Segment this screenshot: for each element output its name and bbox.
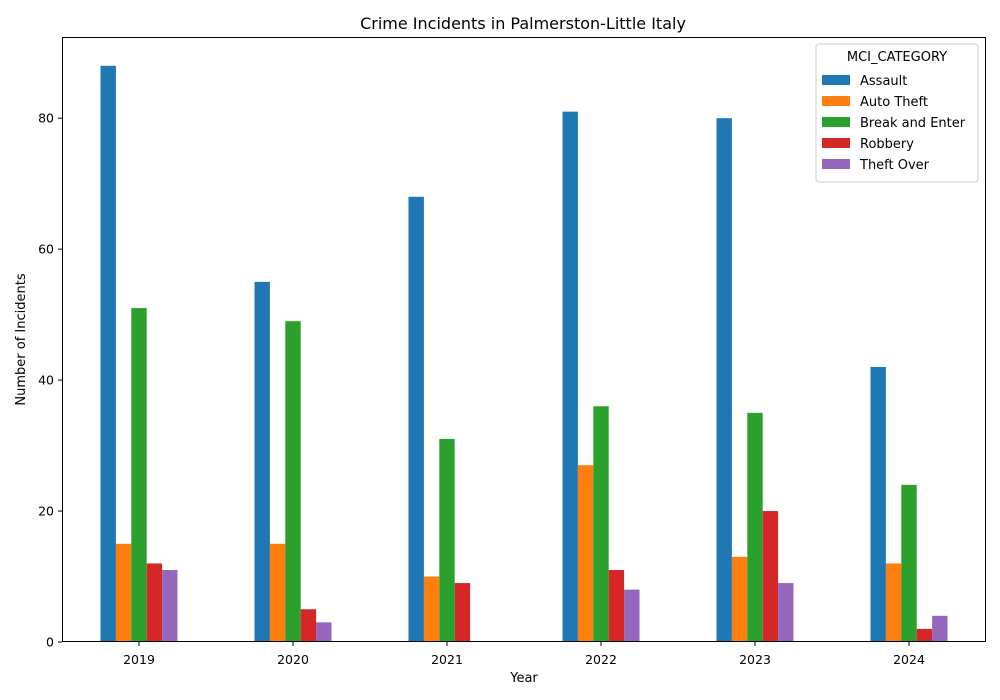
y-axis-label: Number of Incidents [14,273,29,405]
legend: MCI_CATEGORY Assault Auto Theft Break and … [815,43,979,183]
legend-items: Assault Auto Theft Break and Enter Robbery T… [822,74,966,173]
bar-theft-over-2020 [316,622,332,642]
bar-assault-2020 [254,281,270,642]
bar-break-and-enter-2023 [747,412,763,642]
x-tick-label: 2023 [739,652,771,667]
legend-swatch [822,117,850,127]
x-axis-ticks: 2019 2020 2021 2022 2023 2024 [123,642,925,667]
y-tick-label: 40 [38,373,54,388]
legend-label: Robbery [860,137,914,152]
legend-label: Assault [860,74,907,89]
bar-robbery-2024 [916,628,933,642]
bar-break-and-enter-2020 [285,321,301,642]
legend-label: Auto Theft [860,95,928,110]
y-tick-label: 0 [46,635,54,650]
x-tick-label: 2020 [277,652,309,667]
bar-break-and-enter-2021 [439,439,455,642]
bar-assault-2023 [716,118,732,642]
bar-assault-2022 [562,111,578,642]
legend-swatch [822,159,850,169]
bars [100,65,948,642]
y-axis-ticks: 0 20 40 60 80 [38,111,62,650]
bar-theft-over-2019 [162,569,178,642]
bar-auto-theft-2019 [115,543,132,642]
legend-label: Theft Over [859,158,930,173]
x-axis-label: Year [509,671,538,686]
bar-auto-theft-2024 [885,563,902,642]
bar-break-and-enter-2024 [901,484,917,642]
bar-assault-2019 [100,65,116,642]
bar-assault-2021 [408,196,424,642]
bar-robbery-2023 [762,511,779,642]
x-tick-label: 2022 [585,652,617,667]
x-tick-label: 2024 [893,652,925,667]
bar-theft-over-2023 [778,583,794,642]
bar-theft-over-2022 [624,589,640,642]
legend-title: MCI_CATEGORY [847,50,947,65]
x-tick-label: 2019 [123,652,155,667]
chart-title: Crime Incidents in Palmerston-Little Ita… [360,14,686,33]
y-tick-label: 60 [38,242,54,257]
legend-swatch [822,75,850,85]
x-tick-label: 2021 [431,652,463,667]
bar-auto-theft-2023 [731,556,748,642]
y-tick-label: 20 [38,504,54,519]
plot-frame [62,37,986,642]
bar-robbery-2019 [146,563,163,642]
bar-theft-over-2024 [932,615,948,642]
bar-auto-theft-2022 [577,465,594,642]
bar-break-and-enter-2019 [131,308,147,642]
bar-robbery-2020 [300,609,317,642]
bar-break-and-enter-2022 [593,406,609,642]
bar-auto-theft-2021 [423,576,440,642]
bar-assault-2024 [870,367,886,642]
legend-swatch [822,138,850,148]
legend-label: Break and Enter [860,116,966,131]
y-tick-label: 80 [38,111,54,126]
bar-robbery-2022 [608,569,625,642]
bar-robbery-2021 [454,583,471,642]
legend-box [815,43,979,183]
bar-auto-theft-2020 [269,543,286,642]
legend-swatch [822,96,850,106]
